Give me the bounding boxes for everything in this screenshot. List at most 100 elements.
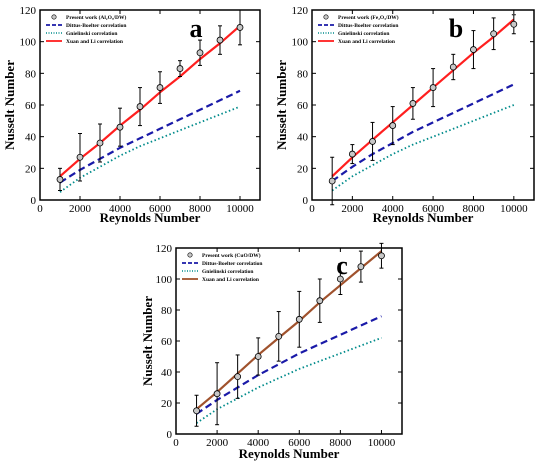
y-tick-label: 120 — [156, 243, 173, 255]
x-axis-label: Reynolds Number — [100, 210, 201, 225]
y-axis-label: Nusselt Number — [140, 296, 155, 386]
x-tick-label: 8000 — [462, 203, 485, 215]
panel-letter: c — [336, 251, 348, 280]
y-tick-label: 60 — [161, 336, 173, 348]
data-point — [196, 49, 204, 57]
x-tick-label: 2000 — [206, 437, 229, 449]
data-point — [136, 103, 144, 110]
y-tick-label: 20 — [25, 163, 37, 175]
data-point — [510, 20, 518, 28]
panel-a: a Reynolds Number Nusselt Number 0 2000 40… — [2, 5, 261, 225]
y-tick-label: 100 — [20, 37, 37, 49]
y-tick-label: 100 — [292, 37, 309, 49]
data-point — [213, 390, 221, 398]
series-line-solid — [195, 250, 383, 411]
series-line-dotted — [59, 105, 241, 193]
y-axis-label: Nusselt Number — [274, 60, 289, 150]
y-tick-label: 0 — [31, 195, 37, 207]
x-tick-label: 2000 — [69, 203, 92, 215]
y-tick-label: 60 — [297, 100, 309, 112]
x-tick-label: 6000 — [288, 437, 311, 449]
series-line-solid — [59, 24, 241, 178]
panel-letter: b — [449, 14, 463, 43]
series-line-dashed — [59, 89, 241, 184]
data-point — [295, 315, 303, 323]
legend-label: Present work (Al₂O₃/DW) — [66, 14, 126, 21]
data-point — [357, 263, 365, 271]
data-point — [336, 275, 344, 283]
series-line-dotted — [195, 337, 382, 424]
legend-label: Xuan and Li correlation — [66, 39, 123, 45]
series-line-dashed — [195, 315, 382, 415]
y-tick-label: 20 — [161, 398, 173, 410]
y-tick-label: 120 — [292, 5, 309, 17]
y-tick-label: 40 — [25, 132, 37, 144]
x-tick-label: 0 — [173, 437, 179, 449]
x-tick-label: 8000 — [329, 437, 352, 449]
data-point — [409, 100, 417, 107]
data-point — [449, 63, 457, 71]
y-tick-label: 80 — [25, 68, 37, 80]
data-point — [328, 177, 336, 185]
data-point — [56, 176, 64, 183]
y-axis-label: Nusselt Number — [2, 60, 17, 150]
data-point — [470, 46, 477, 53]
x-tick-label: 10000 — [500, 203, 528, 215]
data-point — [156, 84, 164, 91]
panel-b: b Reynolds Number Nusselt Number 0 2000 40… — [274, 5, 535, 225]
data-point — [378, 252, 385, 260]
panel-letter: a — [190, 14, 203, 43]
x-tick-label: 0 — [37, 203, 43, 215]
y-tick-label: 40 — [297, 132, 309, 144]
y-tick-label: 40 — [161, 367, 173, 379]
x-tick-label: 4000 — [382, 203, 405, 215]
x-tick-label: 10000 — [226, 203, 254, 215]
x-tick-label: 8000 — [189, 203, 212, 215]
data-point — [254, 353, 262, 360]
data-point — [389, 122, 397, 129]
x-tick-label: 6000 — [422, 203, 445, 215]
data-point — [76, 153, 84, 161]
x-tick-label: 2000 — [341, 203, 364, 215]
data-point — [216, 36, 224, 44]
x-axis-label: Reynolds Number — [239, 446, 340, 461]
y-tick-label: 60 — [25, 100, 37, 112]
data-point — [275, 332, 283, 340]
data-point — [176, 65, 184, 72]
y-tick-label: 20 — [297, 163, 309, 175]
y-tick-label: 0 — [167, 429, 173, 441]
y-tick-label: 120 — [20, 5, 37, 17]
legend-label: Gnielinski correlation — [338, 31, 389, 37]
legend-marker — [187, 252, 193, 258]
y-tick-label: 100 — [156, 274, 173, 286]
data-point — [234, 373, 242, 381]
series-line-dashed — [331, 83, 515, 182]
data-point — [96, 139, 104, 147]
legend-marker — [323, 14, 329, 20]
data-point — [490, 30, 498, 38]
x-tick-label: 6000 — [149, 203, 172, 215]
legend-label: Gnielinski correlation — [66, 31, 117, 37]
y-tick-label: 80 — [161, 305, 173, 317]
legend-label: Dittus-Boelter correlation — [66, 23, 126, 29]
y-tick-label: 80 — [297, 68, 309, 80]
x-tick-label: 4000 — [247, 437, 270, 449]
data-point — [236, 24, 244, 31]
legend-label: Xuan and Li correlation — [338, 39, 395, 45]
data-point — [369, 138, 376, 145]
legend-marker — [51, 14, 57, 20]
legend-label: Dittus-Boelter correlation — [202, 261, 262, 267]
data-point — [429, 84, 437, 91]
data-point — [193, 407, 200, 415]
legend-label: Dittus-Boelter correlation — [338, 23, 398, 29]
panel-c: c Reynolds Number Nusselt Number 0 2000 40… — [140, 242, 403, 461]
legend-label: Xuan and Li correlation — [202, 277, 259, 283]
data-point — [316, 297, 324, 305]
x-tick-label: 4000 — [109, 203, 132, 215]
series-line-solid — [331, 18, 515, 178]
legend-label: Gnielinski correlation — [202, 269, 253, 275]
legend-label: Present work (Fe₂O₃/DW) — [338, 14, 399, 21]
x-tick-label: 0 — [309, 203, 315, 215]
x-tick-label: 10000 — [368, 437, 396, 449]
